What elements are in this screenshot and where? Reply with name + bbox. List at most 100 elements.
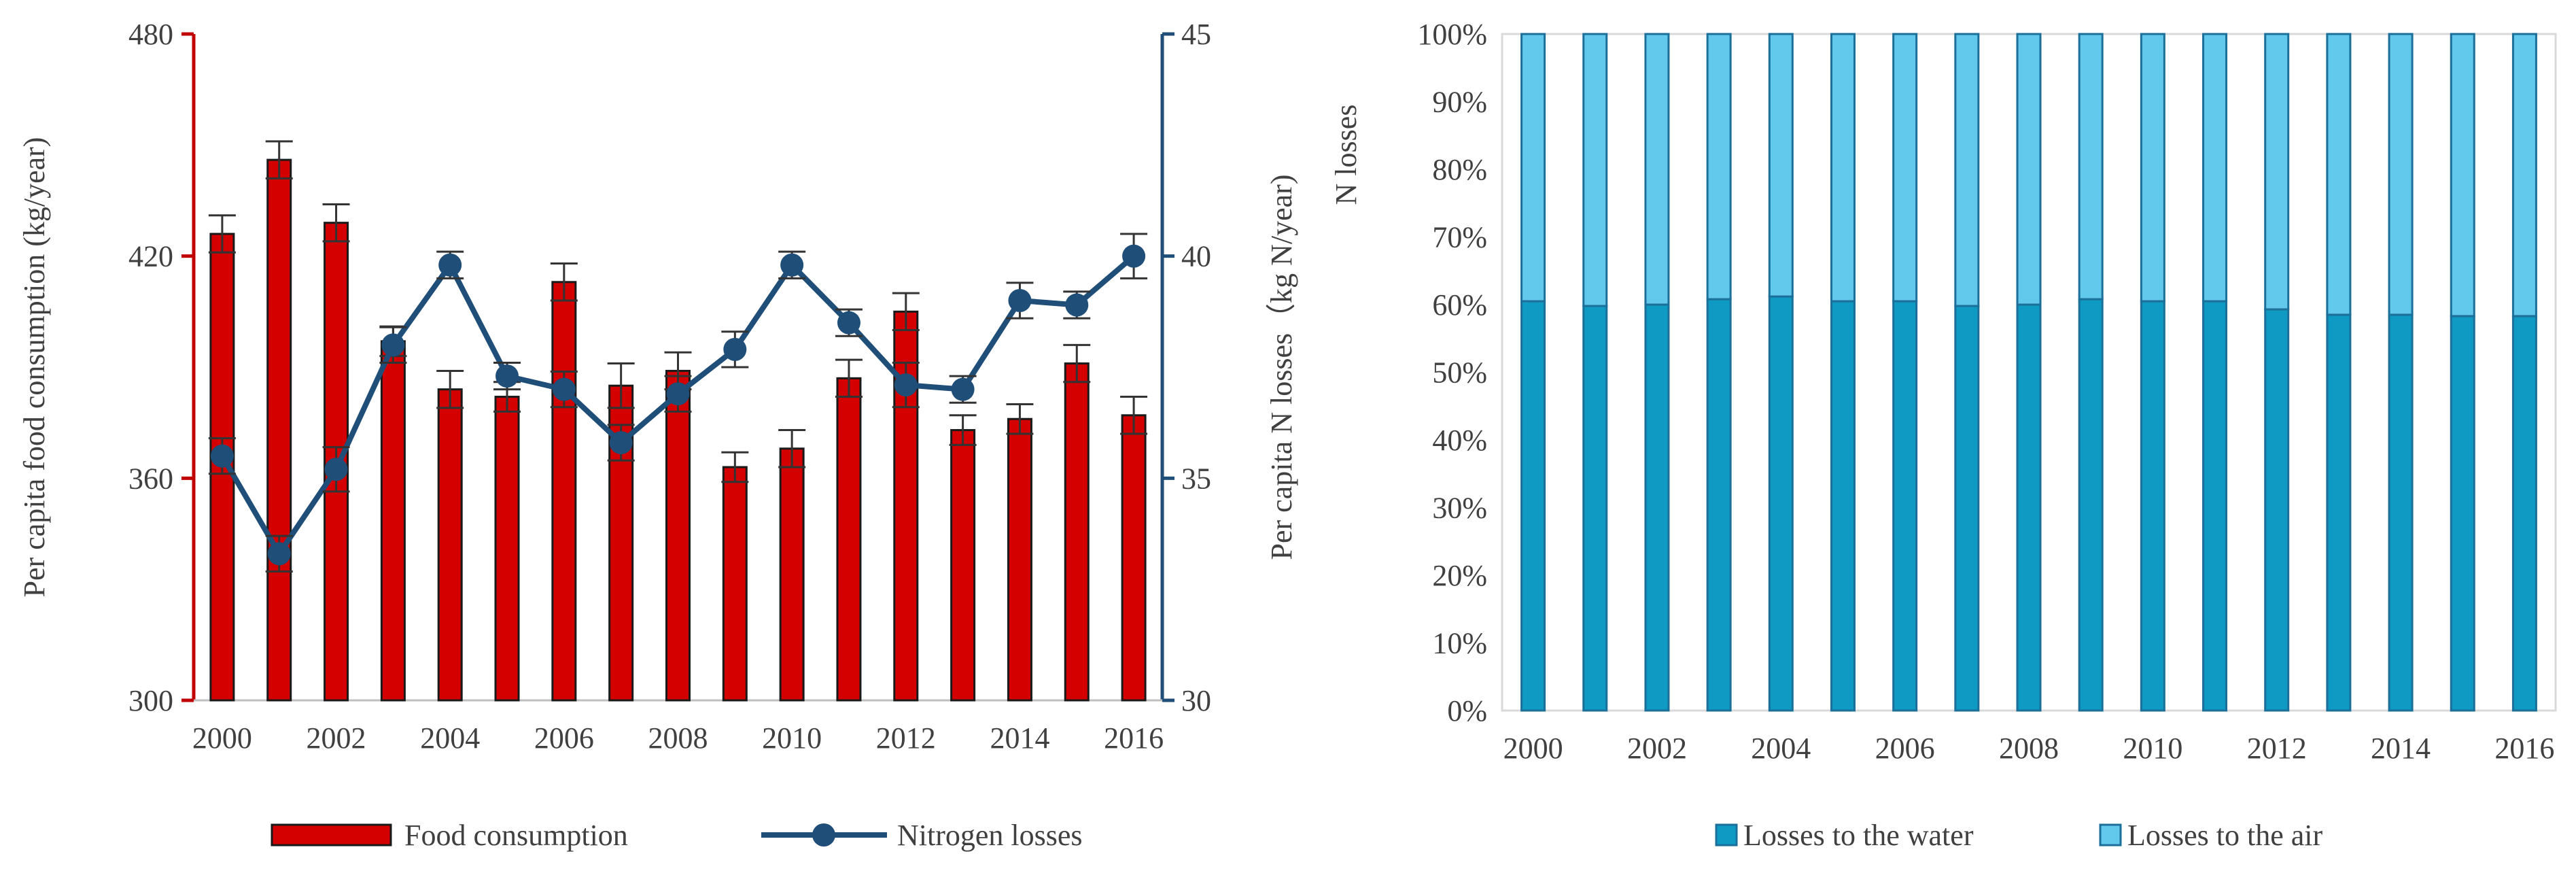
nitrogen-losses-point-2003 <box>381 333 405 357</box>
losses-to-water-bar-2016 <box>2511 315 2537 712</box>
losses-to-water-bar-2008 <box>2016 303 2042 712</box>
right-chart-x-tick-label: 2002 <box>1627 732 1687 765</box>
losses-to-water-bar-2000 <box>1520 300 1546 712</box>
losses-to-air-bar-2009 <box>2078 33 2104 301</box>
legend-label-food-consumption: Food consumption <box>404 819 628 852</box>
legend-swatch-food-consumption <box>271 823 392 847</box>
food-consumption-bar-2014 <box>1007 417 1032 702</box>
right-chart-x-tick-label: 2016 <box>2494 732 2554 765</box>
losses-to-water-bar-2007 <box>1954 305 1980 712</box>
left-x-tick-label: 2010 <box>762 721 822 755</box>
losses-to-air-bar-2014 <box>2388 33 2414 316</box>
nitrogen-losses-point-2012 <box>894 373 918 397</box>
losses-to-air-bar-2012 <box>2264 33 2290 311</box>
losses-to-water-bar-2004 <box>1768 295 1794 712</box>
nitrogen-losses-point-2007 <box>609 431 633 455</box>
losses-to-air-bar-2008 <box>2016 33 2042 306</box>
nitrogen-losses-point-2001 <box>267 542 291 566</box>
food-consumption-bar-2001 <box>266 158 292 702</box>
legend-swatch-losses-to-air <box>2099 823 2122 847</box>
right-chart-y-tick-label: 70% <box>1432 221 1487 254</box>
right-chart-x-tick-label: 2014 <box>2371 732 2431 765</box>
food-consumption-bar-2004 <box>437 388 463 702</box>
left-x-tick-label: 2006 <box>534 721 594 755</box>
legend-marker-nitrogen-losses <box>812 823 835 847</box>
nitrogen-losses-point-2016 <box>1122 244 1146 268</box>
losses-to-air-bar-2003 <box>1706 33 1732 301</box>
nitrogen-losses-point-2015 <box>1065 293 1089 317</box>
right-chart-y-axis-title: N losses <box>1329 105 1363 205</box>
right-chart-x-tick-label: 2004 <box>1751 732 1811 765</box>
losses-to-air-bar-2004 <box>1768 33 1794 298</box>
right-chart-x-tick-label: 2010 <box>2123 732 2182 765</box>
losses-to-water-bar-2015 <box>2450 315 2475 712</box>
right-y-tick-label: 30 <box>1181 684 1211 717</box>
right-chart-y-tick-label: 60% <box>1432 288 1487 322</box>
left-x-tick-label: 2008 <box>648 721 708 755</box>
food-consumption-bar-2011 <box>836 377 862 702</box>
food-consumption-bar-2006 <box>551 281 577 702</box>
losses-to-water-bar-2014 <box>2388 313 2414 712</box>
nitrogen-losses-point-2014 <box>1008 289 1032 312</box>
losses-to-water-bar-2012 <box>2264 308 2290 712</box>
losses-to-water-bar-2006 <box>1892 300 1918 712</box>
left-x-tick-label: 2014 <box>990 721 1049 755</box>
losses-to-air-bar-2006 <box>1892 33 1918 303</box>
right-chart-y-tick-label: 50% <box>1432 356 1487 390</box>
losses-to-air-bar-2015 <box>2450 33 2475 318</box>
left-x-tick-label: 2000 <box>192 721 252 755</box>
left-y-tick-label: 480 <box>128 18 173 51</box>
right-chart-y-tick-label: 80% <box>1432 153 1487 186</box>
losses-to-air-bar-2011 <box>2202 33 2228 303</box>
losses-to-air-bar-2001 <box>1582 33 1608 307</box>
legend-label-losses-to-water: Losses to the water <box>1743 819 1974 852</box>
food-consumption-bar-2005 <box>494 396 520 702</box>
right-chart-y-tick-label: 10% <box>1432 627 1487 660</box>
food-consumption-bar-2008 <box>665 369 691 702</box>
left-y-axis-title: Per capita food consumption (kg/year) <box>18 137 51 598</box>
nitrogen-losses-point-2006 <box>552 377 576 401</box>
food-consumption-bar-2015 <box>1064 362 1090 702</box>
left-x-tick-label: 2012 <box>876 721 936 755</box>
losses-to-air-bar-2002 <box>1644 33 1670 306</box>
nitrogen-losses-point-2013 <box>951 377 975 401</box>
right-y-axis-title: Per capita N losses（kg N/year) <box>1265 175 1298 560</box>
losses-to-water-bar-2002 <box>1644 303 1670 712</box>
left-x-tick-label: 2004 <box>420 721 480 755</box>
losses-to-air-bar-2007 <box>1954 33 1980 307</box>
food-consumption-bar-2009 <box>722 466 748 702</box>
right-chart-y-tick-label: 100% <box>1417 18 1487 51</box>
losses-to-water-bar-2013 <box>2326 313 2352 712</box>
right-y-tick-label: 40 <box>1181 240 1211 273</box>
losses-to-water-bar-2011 <box>2202 300 2228 712</box>
left-chart-food-and-nitrogen: 300 360 420 480 30 35 40 45 Per capita food cons… <box>18 18 1298 852</box>
nitrogen-losses-point-2002 <box>324 458 348 481</box>
right-chart-x-tick-label: 2000 <box>1503 732 1563 765</box>
losses-to-air-bar-2016 <box>2511 33 2537 318</box>
losses-to-air-bar-2000 <box>1520 33 1546 303</box>
nitrogen-losses-point-2004 <box>438 253 462 277</box>
losses-to-water-bar-2010 <box>2140 300 2165 712</box>
left-x-tick-label: 2002 <box>307 721 366 755</box>
losses-to-water-bar-2001 <box>1582 305 1608 712</box>
right-chart-x-tick-label: 2012 <box>2247 732 2307 765</box>
losses-to-air-bar-2005 <box>1830 33 1856 303</box>
left-y-tick-label: 300 <box>128 684 173 717</box>
left-x-tick-label: 2016 <box>1104 721 1164 755</box>
losses-to-water-bar-2003 <box>1706 298 1732 712</box>
right-y-tick-label: 45 <box>1181 18 1211 51</box>
nitrogen-losses-point-2000 <box>210 444 234 468</box>
nitrogen-losses-point-2009 <box>723 337 747 361</box>
right-chart-x-tick-label: 2008 <box>1999 732 2059 765</box>
losses-to-air-bar-2010 <box>2140 33 2165 303</box>
losses-to-water-bar-2009 <box>2078 298 2104 712</box>
nitrogen-losses-point-2010 <box>780 253 804 277</box>
right-chart-n-losses-share: 0% 10% 20% 30% 40% 50% 60% 70% 80% 90% 100% N losse… <box>1329 18 2557 852</box>
right-chart-y-tick-label: 0% <box>1447 694 1487 728</box>
food-consumption-bar-2003 <box>380 340 406 702</box>
legend-swatch-losses-to-water <box>1715 823 1738 847</box>
right-chart-y-tick-label: 30% <box>1432 492 1487 525</box>
nitrogen-losses-point-2011 <box>837 311 860 335</box>
legend-label-losses-to-air: Losses to the air <box>2127 819 2323 852</box>
